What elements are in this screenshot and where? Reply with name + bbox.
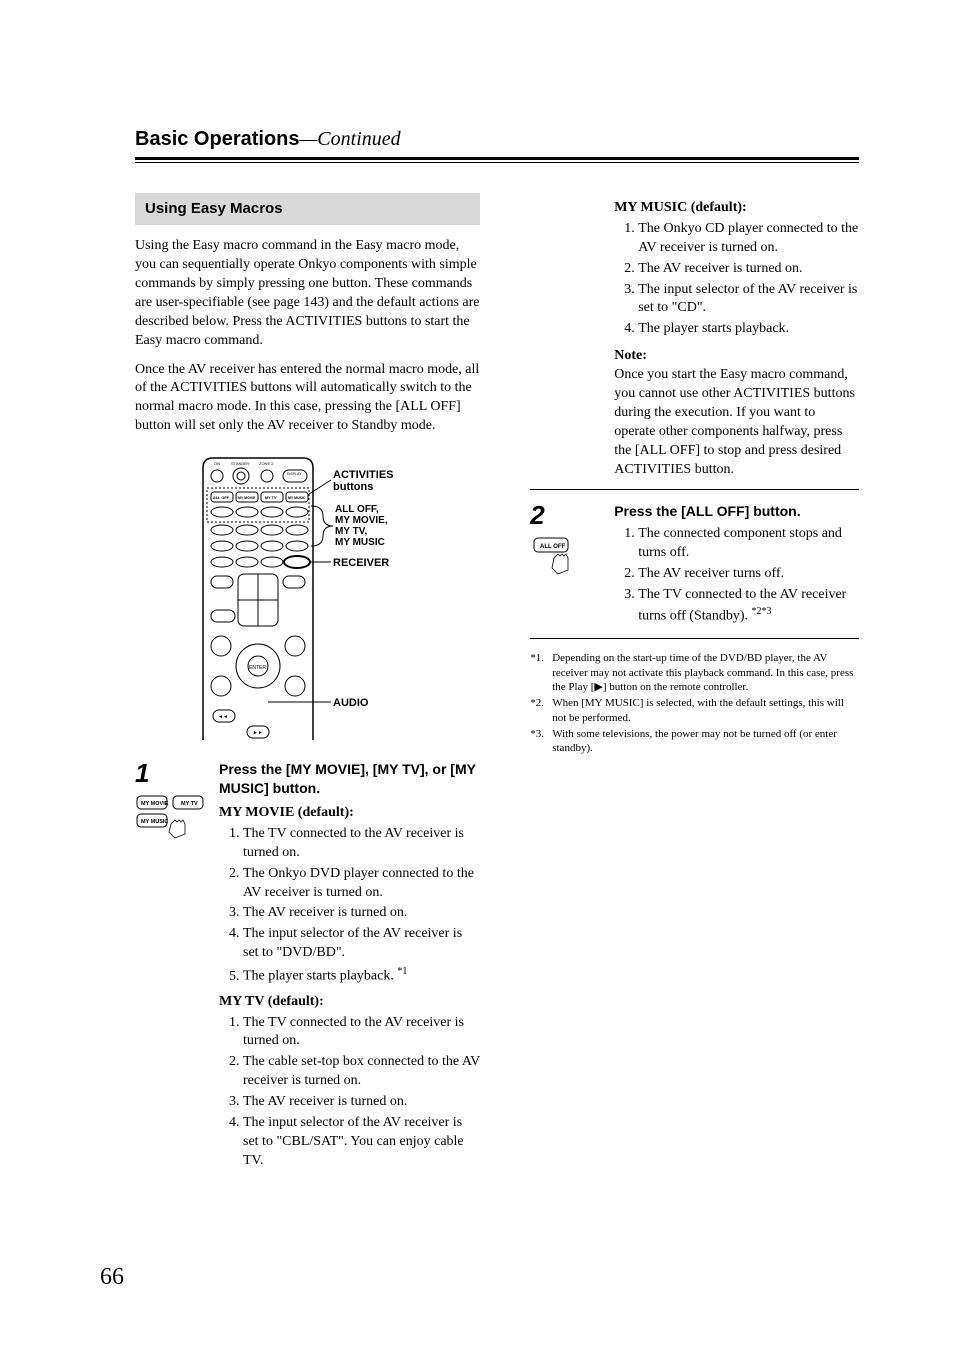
fn-num: *3. bbox=[530, 727, 548, 756]
list-item: The Onkyo CD player connected to the AV … bbox=[638, 220, 859, 258]
step-1-title: Press the [MY MOVIE], [MY TV], or [MY MU… bbox=[219, 760, 480, 798]
mytv-head: MY TV (default): bbox=[219, 993, 480, 1012]
label-group-1: ALL OFF, bbox=[335, 504, 379, 515]
label-audio: AUDIO bbox=[333, 697, 369, 709]
list-item: The connected component stops and turns … bbox=[638, 525, 859, 563]
label-enter: ENTER bbox=[249, 665, 266, 671]
list-item: The input selector of the AV receiver is… bbox=[638, 281, 859, 319]
footnote-1: *1. Depending on the start-up time of th… bbox=[530, 651, 859, 694]
btn-mymusic: MY MUSIC bbox=[288, 496, 306, 500]
mymusic-head: MY MUSIC (default): bbox=[614, 199, 859, 218]
label-standby: STANDBY bbox=[231, 461, 250, 466]
step-divider-2 bbox=[530, 638, 859, 639]
label-group-3: MY TV, bbox=[335, 526, 367, 537]
page-title: Basic Operations—Continued bbox=[135, 128, 859, 151]
mytv-list: The TV connected to the AV receiver is t… bbox=[219, 1014, 480, 1171]
item-text: The TV connected to the AV receiver turn… bbox=[638, 587, 846, 624]
title-main: Basic Operations bbox=[135, 128, 300, 150]
list-item: The AV receiver turns off. bbox=[638, 565, 859, 584]
footnote-2: *2. When [MY MUSIC] is selected, with th… bbox=[530, 696, 859, 725]
mymovie-head: MY MOVIE (default): bbox=[219, 804, 480, 823]
icon-mymusic-text: MY MUSIC bbox=[141, 819, 168, 825]
list-item: The cable set-top box connected to the A… bbox=[243, 1053, 480, 1091]
mymovie-list: The TV connected to the AV receiver is t… bbox=[219, 825, 480, 987]
step2-list: The connected component stops and turns … bbox=[614, 525, 859, 626]
note-head: Note: bbox=[614, 347, 859, 366]
footnote-3: *3. With some televisions, the power may… bbox=[530, 727, 859, 756]
label-receiver: RECEIVER bbox=[333, 557, 389, 569]
label-ff: ►► bbox=[253, 730, 263, 736]
fn-text: When [MY MUSIC] is selected, with the de… bbox=[552, 696, 859, 725]
rule-thick bbox=[135, 157, 859, 160]
step-1-cont-body: MY MUSIC (default): The Onkyo CD player … bbox=[614, 193, 859, 479]
list-item: The TV connected to the AV receiver turn… bbox=[638, 586, 859, 626]
list-item: The input selector of the AV receiver is… bbox=[243, 925, 480, 963]
step-1-left: 1 MY MOVIE MY TV MY MUSIC bbox=[135, 760, 205, 1172]
step-2-number: 2 bbox=[530, 502, 600, 528]
step-2-title: Press the [ALL OFF] button. bbox=[614, 502, 859, 521]
intro-paragraph-2: Once the AV receiver has entered the nor… bbox=[135, 361, 480, 437]
page-number: 66 bbox=[100, 1264, 124, 1291]
icon-alloff-text: ALL OFF bbox=[540, 544, 566, 550]
label-rew: ◄◄ bbox=[218, 714, 228, 720]
list-item: The AV receiver is turned on. bbox=[243, 904, 480, 923]
list-item: The player starts playback. bbox=[638, 320, 859, 339]
list-item: The player starts playback. *1 bbox=[243, 965, 480, 987]
step2-button-svg: ALL OFF bbox=[530, 536, 590, 580]
step-1-icons: MY MOVIE MY TV MY MUSIC bbox=[135, 794, 205, 842]
fn-text: With some televisions, the power may not… bbox=[552, 727, 859, 756]
fn-text: Depending on the start-up time of the DV… bbox=[552, 651, 859, 694]
content-columns: Using Easy Macros Using the Easy macro c… bbox=[135, 193, 859, 1183]
section-heading: Using Easy Macros bbox=[135, 193, 480, 225]
label-group-2: MY MOVIE, bbox=[335, 515, 388, 526]
label-activities-2: buttons bbox=[333, 481, 373, 493]
fn-num: *1. bbox=[530, 651, 548, 694]
remote-svg: ON STANDBY ZONE 2 DISPLAY ALL OFF MY MOV… bbox=[183, 450, 433, 740]
label-display: DISPLAY bbox=[287, 472, 302, 476]
label-group-4: MY MUSIC bbox=[335, 537, 385, 548]
icon-mymovie-text: MY MOVIE bbox=[141, 801, 169, 807]
right-column: MY MUSIC (default): The Onkyo CD player … bbox=[530, 193, 859, 1183]
sup-1: *1 bbox=[397, 966, 407, 977]
step-1-cont: MY MUSIC (default): The Onkyo CD player … bbox=[530, 193, 859, 479]
title-continued: —Continued bbox=[300, 128, 401, 150]
btn-alloff: ALL OFF bbox=[213, 496, 230, 500]
remote-diagram: ON STANDBY ZONE 2 DISPLAY ALL OFF MY MOV… bbox=[135, 450, 480, 740]
step-1: 1 MY MOVIE MY TV MY MUSIC Press the [ bbox=[135, 760, 480, 1172]
step-2-body: Press the [ALL OFF] button. The connecte… bbox=[614, 502, 859, 628]
list-item: The AV receiver is turned on. bbox=[638, 260, 859, 279]
list-item: The TV connected to the AV receiver is t… bbox=[243, 825, 480, 863]
intro-paragraph-1: Using the Easy macro command in the Easy… bbox=[135, 237, 480, 350]
mymusic-list: The Onkyo CD player connected to the AV … bbox=[614, 220, 859, 339]
rule-thin bbox=[135, 162, 859, 163]
step1-buttons-svg: MY MOVIE MY TV MY MUSIC bbox=[135, 794, 205, 842]
list-item: The Onkyo DVD player connected to the AV… bbox=[243, 865, 480, 903]
label-zone2: ZONE 2 bbox=[259, 461, 274, 466]
step-2: 2 ALL OFF Press the [ALL OFF] button. Th… bbox=[530, 502, 859, 628]
label-on: ON bbox=[214, 461, 220, 466]
icon-mytv-text: MY TV bbox=[181, 801, 198, 807]
list-item: The input selector of the AV receiver is… bbox=[243, 1114, 480, 1171]
sup-23: *2*3 bbox=[752, 606, 772, 617]
step-2-left: 2 ALL OFF bbox=[530, 502, 600, 628]
label-activities-1: ACTIVITIES bbox=[333, 469, 394, 481]
list-item: The AV receiver is turned on. bbox=[243, 1093, 480, 1112]
page-header: Basic Operations—Continued bbox=[135, 128, 859, 163]
fn-num: *2. bbox=[530, 696, 548, 725]
step-1-cont-left bbox=[530, 193, 600, 479]
step-2-icons: ALL OFF bbox=[530, 536, 600, 580]
note-body: Once you start the Easy macro command, y… bbox=[614, 366, 859, 479]
btn-mymovie: MY MOVIE bbox=[238, 496, 256, 500]
step-1-number: 1 bbox=[135, 760, 205, 786]
btn-mytv: MY TV bbox=[265, 496, 277, 500]
list-item: The TV connected to the AV receiver is t… bbox=[243, 1014, 480, 1052]
step-divider bbox=[530, 489, 859, 490]
left-column: Using Easy Macros Using the Easy macro c… bbox=[135, 193, 480, 1183]
footnotes: *1. Depending on the start-up time of th… bbox=[530, 651, 859, 755]
item-text: The player starts playback. bbox=[243, 969, 394, 984]
step-1-body: Press the [MY MOVIE], [MY TV], or [MY MU… bbox=[219, 760, 480, 1172]
